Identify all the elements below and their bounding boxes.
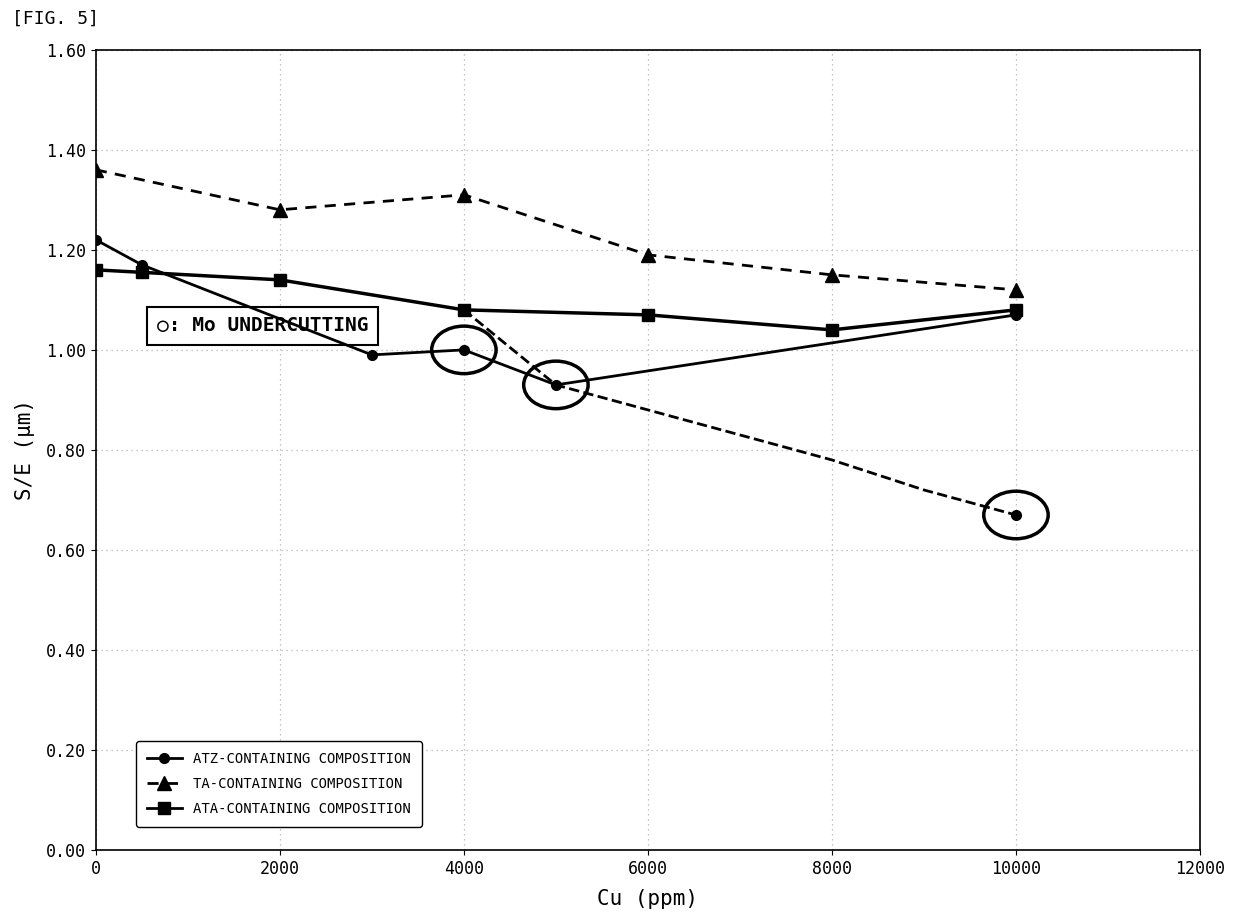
X-axis label: Cu (ppm): Cu (ppm) [598, 889, 698, 909]
ATA-CONTAINING COMPOSITION [88, 264, 103, 275]
ATZ-CONTAINING COMPOSITION [456, 345, 471, 356]
TA-CONTAINING COMPOSITION [273, 204, 288, 215]
ATA-CONTAINING COMPOSITION [273, 274, 288, 286]
ATA-CONTAINING COMPOSITION [456, 304, 471, 315]
ATA-CONTAINING COMPOSITION [641, 310, 656, 321]
ATA-CONTAINING COMPOSITION [134, 267, 149, 278]
Line: ATA-CONTAINING COMPOSITION: ATA-CONTAINING COMPOSITION [89, 263, 1022, 336]
Text: ○: Mo UNDERCUTTING: ○: Mo UNDERCUTTING [156, 316, 368, 335]
Y-axis label: S/E (μm): S/E (μm) [15, 399, 35, 501]
ATZ-CONTAINING COMPOSITION [365, 349, 379, 360]
TA-CONTAINING COMPOSITION [456, 189, 471, 201]
Line: TA-CONTAINING COMPOSITION: TA-CONTAINING COMPOSITION [89, 163, 1023, 297]
Line: ATZ-CONTAINING COMPOSITION: ATZ-CONTAINING COMPOSITION [91, 235, 1021, 390]
ATZ-CONTAINING COMPOSITION [88, 235, 103, 246]
Text: [FIG. 5]: [FIG. 5] [12, 9, 99, 27]
TA-CONTAINING COMPOSITION [825, 269, 839, 280]
ATA-CONTAINING COMPOSITION [1008, 304, 1023, 315]
ATZ-CONTAINING COMPOSITION [548, 380, 563, 391]
ATZ-CONTAINING COMPOSITION [1008, 310, 1023, 321]
TA-CONTAINING COMPOSITION [641, 249, 656, 261]
Legend: ATZ-CONTAINING COMPOSITION, TA-CONTAINING COMPOSITION, ATA-CONTAINING COMPOSITIO: ATZ-CONTAINING COMPOSITION, TA-CONTAININ… [136, 741, 422, 827]
TA-CONTAINING COMPOSITION [1008, 285, 1023, 296]
ATZ-CONTAINING COMPOSITION [134, 260, 149, 271]
TA-CONTAINING COMPOSITION [88, 164, 103, 176]
ATA-CONTAINING COMPOSITION [825, 324, 839, 335]
